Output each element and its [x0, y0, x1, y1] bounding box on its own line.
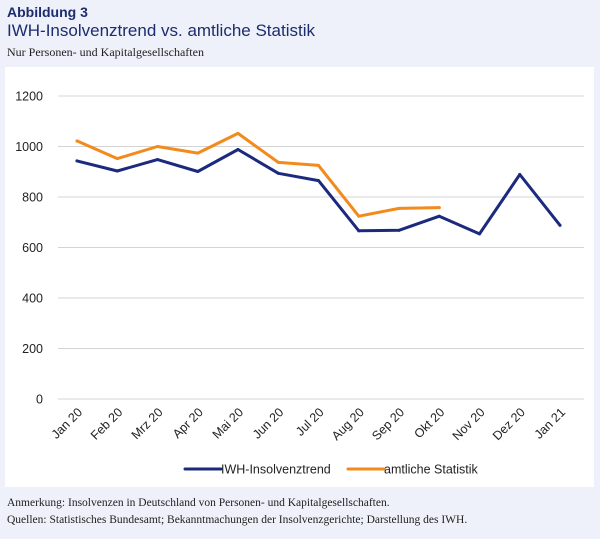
data-point: [437, 206, 441, 210]
x-tick-label: Mai 20: [210, 405, 246, 441]
y-tick-label: 200: [22, 342, 43, 356]
legend-label-iwh: IWH-Insolvenztrend: [221, 463, 331, 477]
data-point: [115, 169, 119, 173]
x-tick-label: Sep 20: [369, 405, 407, 443]
y-tick-label: 800: [22, 191, 43, 205]
x-tick-label: Dez 20: [490, 405, 528, 443]
y-tick-label: 0: [36, 393, 43, 407]
data-point: [75, 139, 79, 143]
legend-label-amtlich: amtliche Statistik: [384, 463, 479, 477]
chart-panel: 0 200 400 600 800 1000 1200 Jan 20 Feb 20 Mrz 20 A…: [5, 67, 594, 487]
data-point: [236, 131, 240, 135]
x-tick-label: Mrz 20: [129, 405, 166, 442]
data-point: [276, 171, 280, 175]
data-point: [397, 228, 401, 232]
data-point: [357, 229, 361, 233]
figure-label: Abbildung 3: [7, 4, 88, 20]
remark-note: Anmerkung: Insolvenzen in Deutschland vo…: [7, 497, 390, 509]
y-tick-label: 1000: [15, 140, 43, 154]
x-tick-label: Apr 20: [170, 405, 206, 441]
data-point: [317, 179, 320, 183]
data-point: [196, 151, 200, 155]
x-tick-label: Jun 20: [250, 405, 286, 441]
series-line-iwh: [75, 148, 562, 236]
y-tick-label: 600: [22, 241, 43, 255]
data-point: [478, 232, 481, 236]
x-tick-label: Nov 20: [450, 405, 488, 443]
data-point: [558, 223, 562, 227]
data-point: [437, 214, 441, 218]
data-point: [236, 148, 240, 152]
x-tick-label: Aug 20: [329, 405, 367, 443]
data-point: [196, 169, 200, 173]
data-point: [518, 173, 522, 177]
chart-title: IWH-Insolvenztrend vs. amtliche Statisti…: [7, 21, 315, 40]
series-line-amtlich: [75, 131, 441, 218]
data-point: [156, 158, 159, 162]
chart-subtitle: Nur Personen- und Kapitalgesellschaften: [7, 45, 204, 59]
y-tick-label: 400: [22, 292, 43, 306]
data-point: [317, 163, 320, 167]
data-point: [397, 206, 401, 210]
x-tick-label: Feb 20: [88, 405, 125, 442]
x-tick-label: Okt 20: [411, 405, 447, 441]
data-point: [75, 159, 79, 163]
x-tick-label: Jan 20: [49, 405, 85, 441]
data-point: [156, 145, 159, 148]
data-point: [276, 160, 280, 164]
x-tick-label: Jul 20: [293, 405, 327, 439]
y-tick-label: 1200: [15, 90, 43, 104]
sources-note: Quellen: Statistisches Bundesamt; Bekann…: [7, 514, 468, 526]
data-point: [115, 157, 119, 161]
x-tick-label: Jan 21: [532, 405, 568, 441]
data-point: [357, 214, 361, 218]
